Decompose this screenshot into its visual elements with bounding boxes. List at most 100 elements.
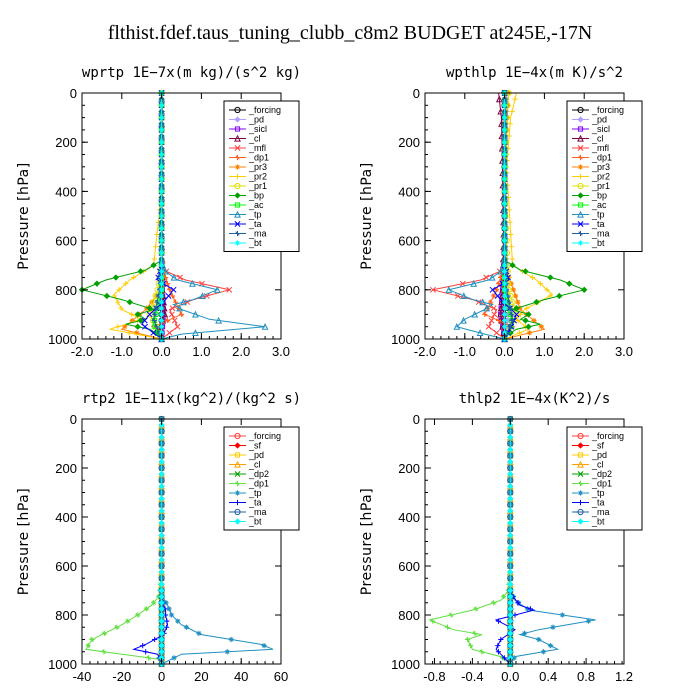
series-4-marker [491,311,498,318]
y-tick-label: 400 [55,510,77,525]
panel-title: rtp2 1E−11x(kg^2)/(kg^2 s) [82,391,301,407]
series-9-marker [507,617,514,625]
series-9-marker [158,587,165,594]
series-7-marker [115,299,121,305]
series-13-marker [508,311,515,317]
series-6-marker [515,299,521,305]
series-4-marker [168,311,175,318]
series-9-marker [158,483,165,490]
legend-swatch-marker [234,442,241,449]
series-9-marker [507,587,514,594]
x-tick-label: -2.0 [414,344,436,359]
legend-swatch-marker [234,518,241,525]
series-11-marker [189,279,196,287]
series-9-marker [507,630,514,637]
series-6-marker [196,630,202,636]
legend-entry: _dp1 [248,479,269,489]
legend-entry: _sf [248,441,262,451]
series-9-marker [158,642,165,649]
x-tick-label: 0 [158,669,165,684]
legend-entry: _pr1 [591,181,610,191]
series-5-marker [465,636,471,643]
series-6-marker [166,606,172,612]
legend-entry: _bp [591,191,607,201]
y-tick-label: 200 [398,461,420,476]
series-11-marker [170,273,178,281]
series-14-marker [502,201,508,207]
legend-entry: _ac [591,200,607,210]
series-12-marker [142,323,148,330]
x-tick-label: -0.4 [461,669,483,684]
series-14-marker [502,139,508,145]
series-12-marker [489,286,496,293]
series-6-marker [585,618,592,624]
series-14-marker [159,115,165,121]
legend-swatch-marker [234,490,241,496]
series-11-marker [192,310,199,318]
y-tick-label: 1000 [391,332,420,347]
x-tick-label: 1.0 [535,344,553,359]
series-7-marker [529,274,536,281]
x-tick-label: 20 [194,669,208,684]
legend-swatch-marker [234,134,241,142]
series-4-marker [430,286,436,293]
series-5-marker [164,317,171,324]
series-7-marker [501,655,507,661]
legend-swatch-marker [577,508,584,516]
series-12-marker [141,317,148,324]
x-tick-label: 0.0 [496,344,514,359]
legend-swatch-marker [577,202,584,208]
series-7-marker [153,244,159,250]
series-9-marker [507,593,514,600]
legend-entry: _bt [591,238,605,248]
series-4-marker [483,274,490,281]
series-6-marker [122,324,128,330]
series-7-marker [524,305,530,311]
series-5-marker [473,606,479,612]
legend-swatch-marker [577,221,584,227]
y-tick-label: 600 [55,559,77,574]
y-tick-label: 1000 [48,332,77,347]
series-4-marker [171,317,178,324]
series-6-marker [506,274,512,281]
series-9-marker [507,636,514,643]
series-9-marker [158,507,165,515]
series-6-marker [559,612,566,618]
series-14-marker [502,311,508,317]
series-12-marker [170,286,177,293]
series-6-marker [536,636,542,643]
legend-swatch-marker [577,499,584,506]
series-9-marker [507,483,514,490]
series-13-marker [506,324,513,330]
series-14-marker [159,188,165,194]
legend-entry: _bt [248,238,262,248]
legend-entry: _dp1 [591,479,612,489]
series-line-5 [428,419,511,665]
legend-swatch-marker [234,210,241,218]
series-9-marker [507,611,514,619]
y-tick-label: 0 [413,86,420,101]
series-14-marker [159,293,165,299]
series-5-marker [501,594,507,600]
series-14-marker [159,250,165,256]
series-7-marker [527,606,534,612]
y-tick-label: 600 [398,234,420,249]
series-14-marker [159,311,165,317]
series-14-marker [502,176,508,182]
legend-entry: _pr3 [248,162,267,172]
x-tick-label: 40 [234,669,248,684]
series-7-marker [163,624,170,630]
series-4-marker [493,329,500,336]
series-14-marker [159,281,165,287]
legend-swatch-marker [577,126,584,132]
series-3-marker [497,310,505,318]
legend-swatch-marker [577,164,584,170]
series-9-marker [158,532,165,539]
legend-entry: _cl [248,134,261,144]
y-axis-label: Pressure [hPa] [359,162,375,269]
legend-entry: _tp [248,210,262,220]
series-9-marker [158,605,165,613]
series-5-marker [468,643,474,649]
legend-entry: _sicl [248,124,267,134]
series-9-marker [158,458,165,466]
